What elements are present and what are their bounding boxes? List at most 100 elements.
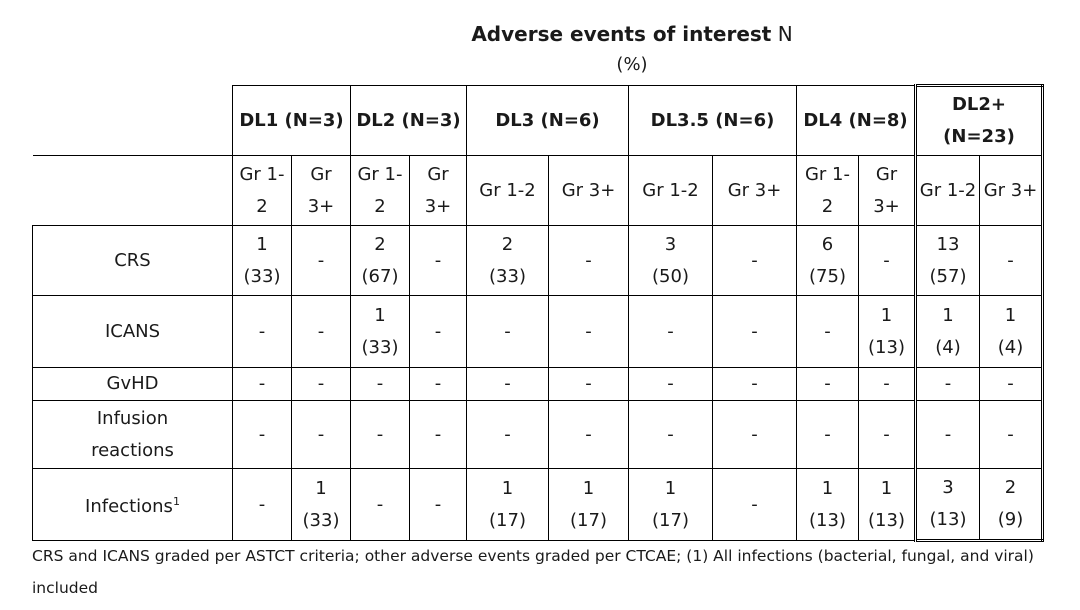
cell-count: -: [434, 249, 442, 271]
footnote: CRS and ICANS graded per ASTCT criteria;…: [32, 547, 1034, 597]
cell-count: 1: [315, 477, 327, 499]
cell-count: 1: [821, 477, 834, 499]
cell-count: -: [258, 373, 266, 394]
table-row: CRS 1 (33) - 2 (67) - 2 (33) - 3 (50) - 6 (75) - 13 (57) -: [32, 225, 1044, 296]
cell-count: 1: [374, 304, 386, 326]
table-cell: -: [628, 400, 713, 469]
table-cell: -: [712, 367, 797, 401]
cell-count: 3: [942, 477, 954, 498]
cell-count: 1: [880, 304, 893, 326]
table-cell: -: [915, 400, 980, 469]
cell-count: -: [585, 320, 592, 342]
grade-header: Gr 1- 2: [796, 155, 859, 226]
cell-count: -: [1007, 423, 1014, 445]
cell-count: 1: [582, 477, 595, 499]
cell-count: -: [944, 373, 952, 394]
grade-label: Gr 1-2: [919, 179, 977, 201]
row-label-line: Infusion: [96, 407, 169, 429]
table-cell: -: [858, 367, 917, 401]
cell-count: 6: [821, 233, 834, 255]
cell-count: -: [751, 423, 758, 445]
cell-count: -: [434, 423, 442, 445]
table-cell: -: [858, 225, 917, 296]
table-cell: 3 (13): [915, 468, 980, 542]
cell-percent: (67): [361, 265, 399, 287]
row-label-text: ICANS: [104, 320, 161, 342]
table-cell: 3 (50): [628, 225, 713, 296]
table-cell: -: [628, 367, 713, 401]
cell-percent: (57): [929, 265, 967, 287]
table-cell: 13 (57): [915, 225, 980, 296]
table-cell: 1 (4): [979, 295, 1044, 368]
dose-level-dl2-plus-line2: (N=23): [943, 126, 1015, 147]
cell-count: -: [1007, 373, 1014, 394]
cell-count: 1: [942, 304, 954, 326]
cell-count: -: [376, 373, 384, 394]
cell-count: 1: [880, 477, 893, 499]
cell-count: -: [376, 493, 384, 515]
cell-count: -: [258, 493, 266, 515]
cell-count: -: [824, 373, 831, 394]
cell-count: -: [376, 423, 384, 445]
table-cell: 2 (67): [350, 225, 410, 296]
cell-percent: (50): [652, 265, 689, 287]
grade-label: Gr 3+: [727, 179, 782, 201]
dose-level-dl4: DL4 (N=8): [796, 85, 917, 156]
cell-count: -: [317, 249, 325, 271]
grade-label: 2: [821, 195, 834, 217]
table-cell: 1 (13): [858, 295, 917, 368]
cell-count: -: [434, 493, 442, 515]
cell-count: 1: [256, 233, 268, 255]
grade-label: 3+: [307, 195, 335, 217]
cell-count: 13: [936, 233, 960, 255]
grade-header: Gr 3+: [291, 155, 351, 226]
cell-percent: (33): [489, 265, 526, 287]
table-cell: -: [409, 367, 467, 401]
grade-label: Gr: [310, 163, 332, 185]
cell-count: -: [434, 320, 442, 342]
cell-percent: (13): [929, 509, 967, 530]
grade-header: Gr 3+: [979, 155, 1044, 226]
table-cell: -: [712, 468, 797, 541]
cell-count: -: [504, 423, 511, 445]
dose-level-dl2: DL2 (N=3): [350, 85, 467, 156]
cell-percent: (17): [489, 509, 526, 531]
table-cell: 2 (33): [466, 225, 549, 296]
grade-header: Gr 3+: [409, 155, 467, 226]
table-cell: -: [291, 367, 351, 401]
table-cell: 1 (13): [858, 468, 917, 541]
dose-level-dl3-5: DL3.5 (N=6): [628, 85, 797, 156]
cell-count: -: [258, 423, 266, 445]
cell-count: -: [824, 320, 831, 342]
table-cell: -: [466, 400, 549, 469]
table-row: GvHD - - - - - - - - - - - -: [32, 367, 1044, 401]
footnote-marker: 1: [172, 495, 180, 508]
cell-percent: (33): [302, 509, 340, 531]
cell-count: 2: [1004, 477, 1017, 498]
table-cell: -: [409, 295, 467, 368]
grade-corner: [32, 155, 233, 226]
row-label: Infections1: [32, 468, 233, 541]
cell-count: -: [751, 320, 758, 342]
cell-count: -: [317, 373, 325, 394]
table-cell: -: [350, 468, 410, 541]
grade-header: Gr 3+: [548, 155, 629, 226]
cell-count: 2: [374, 233, 386, 255]
cell-count: -: [751, 373, 758, 394]
cell-count: 3: [664, 233, 677, 255]
dose-header-row: DL1 (N=3) DL2 (N=3) DL3 (N=6) DL3.5 (N=6…: [32, 84, 1044, 156]
grade-header: Gr 1- 2: [350, 155, 410, 226]
table-cell: -: [232, 295, 292, 368]
cell-percent: (4): [935, 336, 961, 358]
table-cell: -: [232, 400, 292, 469]
table-cell: -: [548, 295, 629, 368]
cell-count: 1: [501, 477, 514, 499]
cell-count: 1: [1004, 304, 1017, 326]
cell-percent: (4): [997, 336, 1024, 358]
grade-label: 2: [256, 195, 268, 217]
table-cell: -: [291, 225, 351, 296]
row-label: CRS: [32, 225, 233, 296]
cell-count: -: [883, 249, 890, 271]
table-cell: 1 (17): [548, 468, 629, 541]
table-title: Adverse events of interest N (%): [232, 18, 1032, 80]
